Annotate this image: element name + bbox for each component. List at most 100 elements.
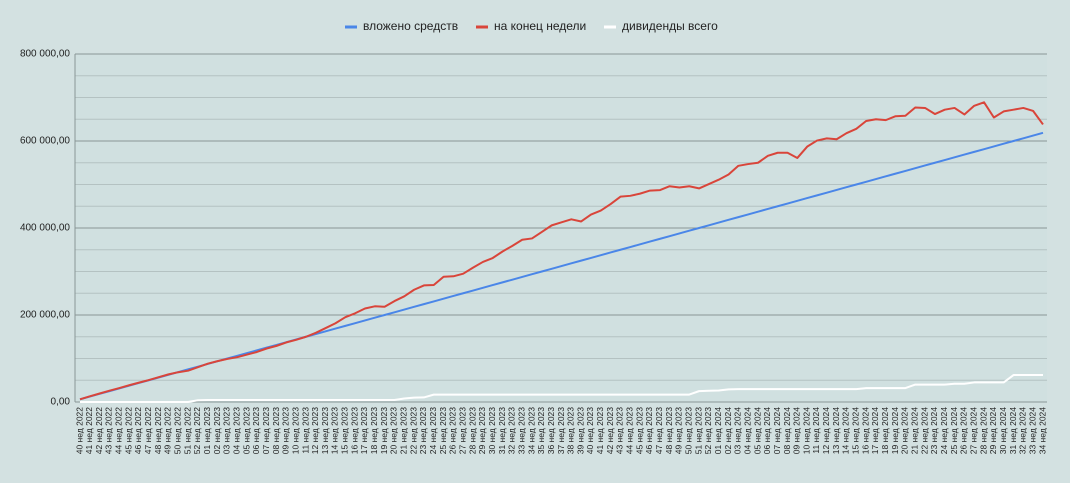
x-tick-label: 26 нед 2024 <box>959 407 969 455</box>
x-tick-label: 29 нед 2024 <box>988 407 998 455</box>
x-tick-label: 16 нед 2024 <box>860 407 870 455</box>
x-tick-label: 41 нед 2022 <box>84 407 94 455</box>
legend-label: на конец недели <box>494 19 586 33</box>
x-tick-label: 31 нед 2023 <box>497 407 507 455</box>
x-tick-label: 30 нед 2024 <box>998 407 1008 455</box>
x-tick-label: 27 нед 2024 <box>968 407 978 455</box>
x-tick-label: 19 нед 2023 <box>379 407 389 455</box>
series-line <box>79 131 1044 401</box>
x-tick-label: 22 нед 2024 <box>919 407 929 455</box>
x-tick-label: 10 нед 2023 <box>290 407 300 455</box>
x-tick-label: 50 нед 2023 <box>683 407 693 455</box>
x-tick-label: 14 нед 2024 <box>841 407 851 455</box>
x-tick-label: 24 нед 2024 <box>939 407 949 455</box>
x-tick-label: 25 нед 2023 <box>438 407 448 455</box>
x-tick-label: 17 нед 2023 <box>359 407 369 455</box>
x-tick-label: 47 нед 2023 <box>654 407 664 455</box>
x-tick-label: 11 нед 2023 <box>300 407 310 454</box>
x-tick-label: 07 нед 2024 <box>772 407 782 455</box>
x-tick-label: 50 нед 2022 <box>173 407 183 455</box>
x-tick-label: 49 нед 2022 <box>163 407 173 455</box>
x-tick-label: 08 нед 2024 <box>782 407 792 455</box>
x-tick-label: 11 нед 2024 <box>811 407 821 454</box>
x-tick-label: 51 нед 2022 <box>182 407 192 455</box>
x-tick-label: 23 нед 2023 <box>418 407 428 455</box>
x-tick-label: 43 нед 2023 <box>615 407 625 455</box>
x-tick-label: 04 нед 2023 <box>231 407 241 455</box>
x-tick-label: 20 нед 2024 <box>900 407 910 455</box>
x-tick-label: 18 нед 2023 <box>369 407 379 455</box>
x-tick-label: 43 нед 2022 <box>104 407 114 455</box>
y-tick-label: 800 000,00 <box>20 49 70 60</box>
x-tick-label: 06 нед 2023 <box>251 407 261 455</box>
x-tick-label: 25 нед 2024 <box>949 407 959 455</box>
x-tick-label: 08 нед 2023 <box>271 407 281 455</box>
x-tick-label: 05 нед 2024 <box>752 407 762 455</box>
x-tick-label: 09 нед 2023 <box>281 407 291 455</box>
legend-label: дивиденды всего <box>622 19 718 33</box>
x-tick-label: 03 нед 2024 <box>733 407 743 455</box>
x-tick-label: 34 нед 2024 <box>1037 407 1047 455</box>
x-tick-label: 44 нед 2023 <box>625 407 635 455</box>
x-tick-label: 20 нед 2023 <box>389 407 399 455</box>
x-tick-label: 04 нед 2024 <box>742 407 752 455</box>
x-tick-label: 27 нед 2023 <box>457 407 467 455</box>
x-tick-label: 44 нед 2022 <box>114 407 124 455</box>
x-tick-label: 41 нед 2023 <box>595 407 605 455</box>
x-tick-label: 48 нед 2023 <box>664 407 674 455</box>
y-tick-label: 600 000,00 <box>20 136 70 147</box>
x-tick-label: 15 нед 2024 <box>851 407 861 455</box>
x-tick-label: 06 нед 2024 <box>762 407 772 455</box>
x-tick-label: 32 нед 2024 <box>1018 407 1028 455</box>
y-tick-label: 400 000,00 <box>20 223 70 234</box>
x-tick-label: 52 нед 2023 <box>703 407 713 455</box>
x-tick-label: 30 нед 2023 <box>487 407 497 455</box>
x-tick-label: 37 нед 2023 <box>556 407 566 455</box>
x-tick-label: 51 нед 2023 <box>693 407 703 455</box>
x-tick-label: 28 нед 2024 <box>978 407 988 455</box>
x-tick-label: 33 нед 2023 <box>516 407 526 455</box>
x-tick-label: 03 нед 2023 <box>222 407 232 455</box>
x-tick-label: 47 нед 2022 <box>143 407 153 455</box>
x-tick-label: 28 нед 2023 <box>467 407 477 455</box>
x-tick-label: 40 нед 2022 <box>74 407 84 455</box>
x-tick-label: 31 нед 2024 <box>1008 407 1018 455</box>
x-tick-label: 42 нед 2022 <box>94 407 104 455</box>
x-tick-label: 21 нед 2023 <box>399 407 409 455</box>
x-tick-label: 46 нед 2023 <box>644 407 654 455</box>
x-tick-label: 17 нед 2024 <box>870 407 880 455</box>
x-tick-label: 35 нед 2023 <box>536 407 546 455</box>
x-tick-label: 45 нед 2022 <box>123 407 133 455</box>
y-tick-label: 0,00 <box>51 397 71 408</box>
x-tick-label: 45 нед 2023 <box>634 407 644 455</box>
legend-label: вложено средств <box>363 19 458 33</box>
x-tick-label: 16 нед 2023 <box>349 407 359 455</box>
x-tick-label: 21 нед 2024 <box>910 407 920 455</box>
x-tick-label: 39 нед 2023 <box>575 407 585 455</box>
x-tick-label: 19 нед 2024 <box>890 407 900 455</box>
x-tick-label: 24 нед 2023 <box>428 407 438 455</box>
x-tick-label: 13 нед 2023 <box>320 407 330 455</box>
x-tick-label: 09 нед 2024 <box>792 407 802 455</box>
x-tick-label: 10 нед 2024 <box>801 407 811 455</box>
x-tick-label: 36 нед 2023 <box>546 407 556 455</box>
x-tick-label: 07 нед 2023 <box>261 407 271 455</box>
x-tick-label: 14 нед 2023 <box>330 407 340 455</box>
x-tick-label: 32 нед 2023 <box>507 407 517 455</box>
x-tick-label: 01 нед 2023 <box>202 407 212 455</box>
x-tick-label: 23 нед 2024 <box>929 407 939 455</box>
x-tick-label: 52 нед 2022 <box>192 407 202 455</box>
x-tick-label: 38 нед 2023 <box>566 407 576 455</box>
x-tick-label: 33 нед 2024 <box>1027 407 1037 455</box>
x-tick-label: 42 нед 2023 <box>605 407 615 455</box>
y-tick-label: 200 000,00 <box>20 310 70 321</box>
x-tick-label: 26 нед 2023 <box>448 407 458 455</box>
x-tick-label: 12 нед 2024 <box>821 407 831 455</box>
x-tick-label: 49 нед 2023 <box>674 407 684 455</box>
x-tick-label: 13 нед 2024 <box>831 407 841 455</box>
x-tick-label: 15 нед 2023 <box>340 407 350 455</box>
x-tick-label: 22 нед 2023 <box>408 407 418 455</box>
x-tick-label: 02 нед 2024 <box>723 407 733 455</box>
x-tick-label: 05 нед 2023 <box>241 407 251 455</box>
